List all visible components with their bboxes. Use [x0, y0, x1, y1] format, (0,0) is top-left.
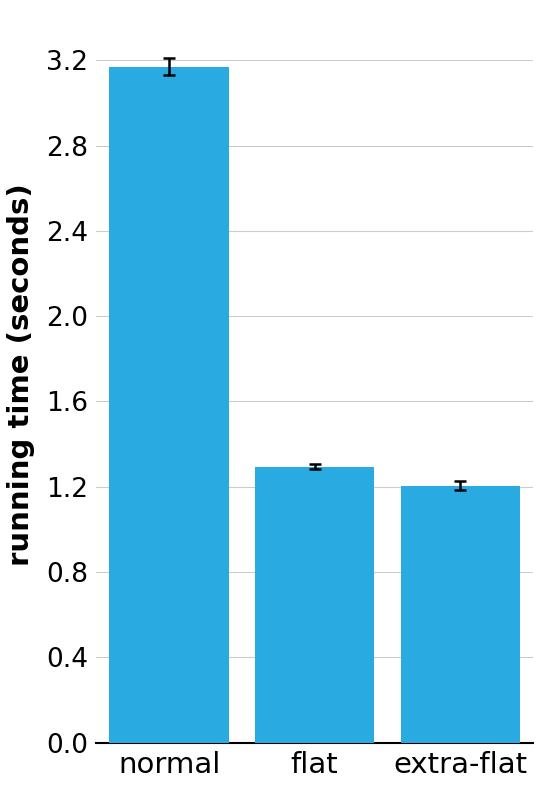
Bar: [401, 486, 520, 743]
Bar: [110, 67, 229, 743]
Y-axis label: running time (seconds): running time (seconds): [7, 183, 35, 566]
Bar: [255, 467, 374, 743]
